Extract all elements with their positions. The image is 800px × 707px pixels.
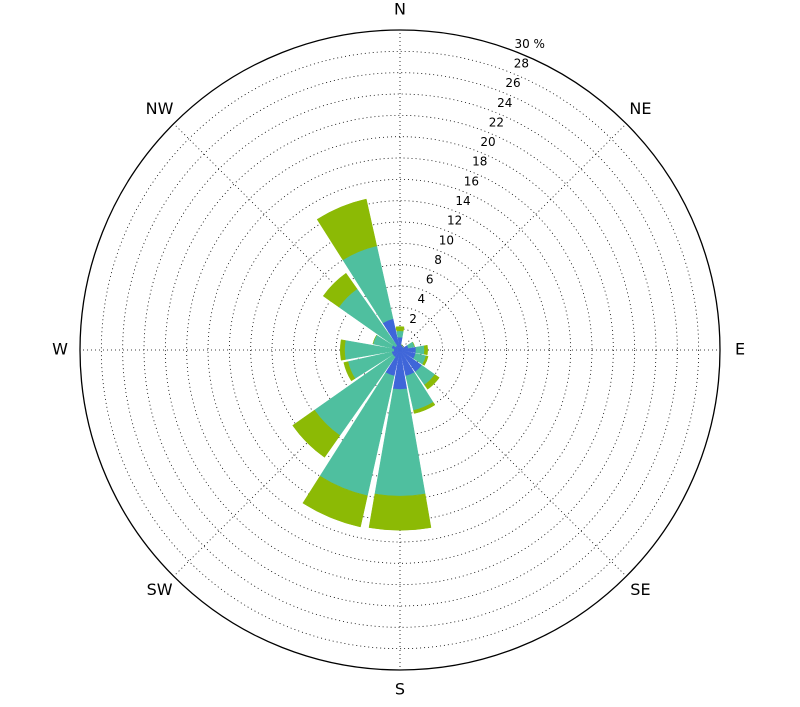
wedge [422, 355, 429, 366]
r-tick-label: 2 [409, 312, 417, 326]
wedge [396, 330, 404, 338]
r-tick-label: 6 [426, 273, 434, 287]
r-tick-label: 10 [439, 233, 454, 247]
wedge [412, 341, 415, 347]
r-tick-label: 4 [418, 292, 426, 306]
direction-label: W [52, 340, 68, 359]
r-tick-label: 28 [514, 57, 529, 71]
grid-ring [164, 114, 636, 586]
wedge [316, 198, 378, 261]
direction-label: NE [629, 99, 651, 118]
wedge [302, 475, 368, 528]
spoke [173, 349, 401, 577]
r-tick-label: 16 [464, 174, 479, 188]
r-tick-label: 12 [447, 214, 462, 228]
direction-label: N [394, 0, 406, 19]
r-tick-label: 14 [455, 194, 470, 208]
wedge [343, 361, 356, 382]
spoke [173, 123, 401, 351]
direction-label: SW [147, 580, 173, 599]
wedge [415, 345, 425, 355]
r-tick-label: 22 [489, 115, 504, 129]
spoke [399, 123, 627, 351]
wedge [322, 272, 358, 308]
wedge [292, 409, 341, 458]
wedge [368, 493, 432, 531]
outer-circle [79, 29, 721, 671]
grid-ring [228, 178, 572, 522]
grid-ring [250, 200, 550, 500]
grid-ring [292, 242, 508, 458]
wedge [413, 401, 436, 414]
wedge [423, 344, 428, 356]
grid-ring [100, 50, 700, 650]
r-tick-label: 26 [505, 76, 520, 90]
grid-ring [186, 136, 614, 564]
wedge [424, 374, 440, 390]
wedge [406, 341, 415, 349]
wedge [340, 339, 346, 361]
direction-label: S [395, 680, 405, 699]
wedge [395, 326, 405, 332]
grid-ring [356, 306, 444, 394]
direction-label: NW [146, 99, 174, 118]
r-tick-label: 30 % [514, 37, 545, 51]
r-tick-label: 18 [472, 155, 487, 169]
grid-ring [314, 264, 486, 436]
r-tick-label: 24 [497, 96, 512, 110]
grid-ring [122, 72, 678, 628]
r-tick-label: 8 [434, 253, 442, 267]
direction-label: SE [630, 580, 650, 599]
direction-label: E [735, 340, 745, 359]
wedge [372, 335, 377, 345]
spoke [399, 349, 627, 577]
r-tick-label: 20 [480, 135, 495, 149]
